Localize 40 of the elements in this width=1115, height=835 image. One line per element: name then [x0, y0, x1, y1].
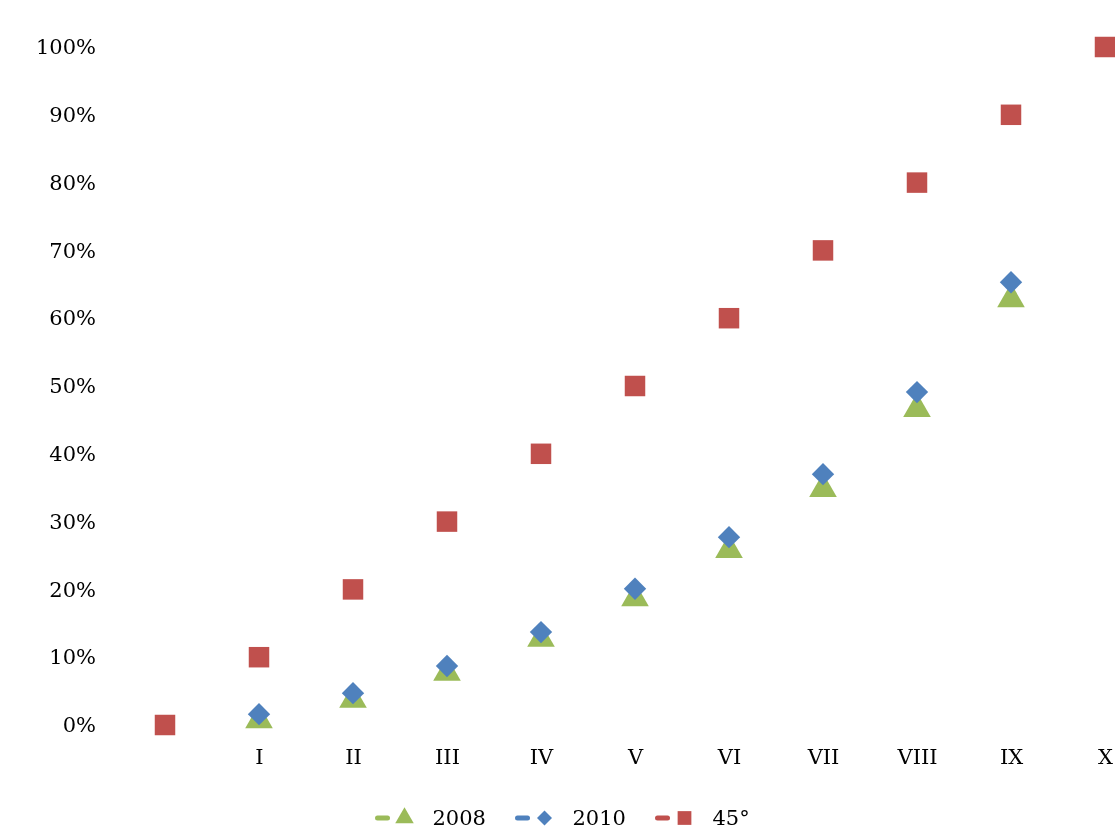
point — [436, 511, 458, 532]
y-tick-label: 10% — [49, 645, 96, 670]
point — [1000, 104, 1022, 126]
y-tick-label: 60% — [49, 306, 96, 331]
x-tick-label: X — [1098, 744, 1114, 769]
point — [342, 579, 364, 600]
y-tick-label: 0% — [62, 713, 96, 738]
y-tick-label: 70% — [49, 238, 96, 263]
point — [530, 443, 552, 465]
y-tick-label: 100% — [35, 35, 96, 60]
legend-label: 2010 — [572, 806, 626, 831]
point — [718, 307, 740, 329]
point — [1094, 36, 1115, 58]
x-tick-label: II — [345, 744, 362, 769]
legend-label: 2008 — [432, 806, 486, 831]
x-tick-label: IV — [529, 744, 555, 769]
point — [811, 462, 835, 486]
x-tick-label: VII — [806, 744, 840, 769]
y-tick-label: 80% — [49, 170, 96, 195]
y-tick-label: 40% — [49, 442, 96, 467]
point — [623, 577, 647, 600]
x-tick-label: V — [626, 744, 644, 769]
x-tick-label: I — [255, 744, 264, 769]
point — [999, 271, 1023, 294]
x-tick-label: III — [435, 744, 460, 769]
x-tick-label: IX — [999, 744, 1024, 769]
y-tick-label: 50% — [49, 374, 96, 399]
point — [248, 646, 270, 668]
y-tick-label: 90% — [49, 103, 96, 128]
point — [906, 172, 928, 193]
point — [154, 714, 176, 736]
y-tick-label: 20% — [49, 577, 96, 602]
x-tick-label: VIII — [896, 744, 938, 769]
point — [905, 380, 929, 404]
point — [624, 375, 646, 397]
point — [717, 526, 741, 549]
y-tick-label: 30% — [49, 509, 96, 534]
legend-label: 45° — [712, 806, 750, 831]
point — [812, 240, 834, 261]
x-tick-label: VI — [716, 744, 742, 769]
